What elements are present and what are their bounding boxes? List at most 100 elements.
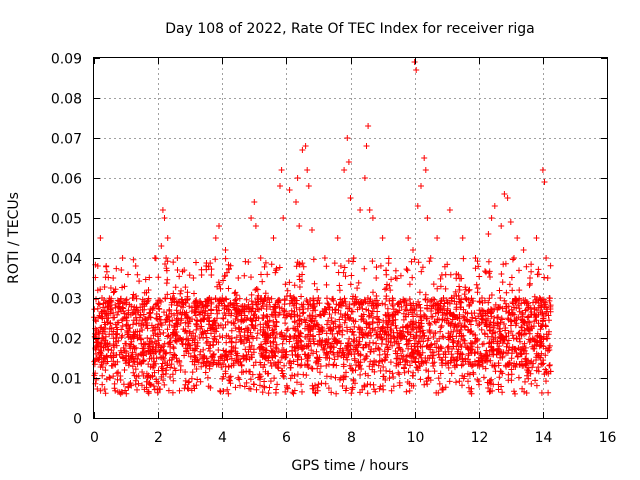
data-point <box>224 269 230 276</box>
data-point <box>111 385 118 392</box>
data-point <box>532 314 539 321</box>
data-point <box>532 377 539 384</box>
data-point <box>320 346 327 353</box>
data-point <box>417 307 424 314</box>
data-point <box>135 380 142 387</box>
data-point <box>469 298 476 304</box>
data-point <box>406 387 413 394</box>
data-point <box>142 276 149 283</box>
data-point <box>365 343 372 350</box>
data-point <box>341 264 348 271</box>
data-point <box>187 342 194 349</box>
data-point <box>196 335 203 341</box>
data-point <box>423 343 430 350</box>
data-point <box>132 366 139 373</box>
data-point <box>235 374 242 381</box>
data-point <box>386 375 393 382</box>
data-point <box>93 376 100 383</box>
data-point <box>453 379 459 386</box>
data-point <box>184 335 191 342</box>
data-point <box>216 333 223 340</box>
data-point <box>416 351 423 358</box>
data-point <box>145 295 152 302</box>
data-point <box>277 331 284 338</box>
data-point <box>487 310 494 317</box>
data-point <box>359 299 366 306</box>
data-point <box>207 348 213 354</box>
data-point <box>483 269 489 276</box>
data-point <box>424 342 431 349</box>
data-point <box>480 308 487 315</box>
data-point <box>502 333 509 340</box>
data-point <box>291 313 298 320</box>
data-point <box>337 311 344 317</box>
data-point <box>468 363 475 370</box>
data-point <box>262 329 268 336</box>
data-point <box>251 381 258 388</box>
data-point <box>167 339 174 345</box>
data-point <box>324 350 331 357</box>
data-point <box>545 344 552 351</box>
data-point <box>139 369 146 375</box>
data-point <box>257 321 264 328</box>
data-point <box>483 347 490 354</box>
data-point <box>110 275 117 281</box>
data-point <box>357 352 364 359</box>
data-point <box>210 359 217 366</box>
data-point <box>365 307 372 314</box>
data-point <box>102 337 109 344</box>
data-point <box>206 363 213 370</box>
data-point <box>149 372 156 379</box>
data-point <box>132 263 139 269</box>
data-point <box>536 354 543 361</box>
data-point <box>171 324 178 331</box>
data-point <box>112 338 119 345</box>
data-point <box>392 275 399 281</box>
data-point <box>257 382 263 389</box>
data-point <box>380 373 387 380</box>
data-point <box>332 306 339 313</box>
data-point <box>275 365 282 372</box>
data-point <box>456 287 463 293</box>
data-point <box>419 264 426 271</box>
data-point <box>536 295 543 301</box>
data-point <box>503 289 510 296</box>
data-point <box>164 326 171 333</box>
data-point <box>266 299 273 306</box>
data-point <box>343 324 350 331</box>
data-point <box>129 363 136 370</box>
data-point <box>299 346 305 353</box>
data-point <box>476 362 483 369</box>
data-point <box>336 302 343 309</box>
data-point <box>487 319 494 326</box>
data-point <box>444 344 451 351</box>
data-point <box>522 362 529 369</box>
data-point <box>214 310 221 317</box>
data-point <box>389 301 396 307</box>
data-point <box>491 362 498 369</box>
data-point <box>377 262 384 269</box>
data-point <box>428 341 435 348</box>
data-point <box>406 337 413 344</box>
data-point <box>101 340 108 346</box>
data-point <box>178 287 184 294</box>
data-point <box>217 388 224 395</box>
data-point <box>430 349 437 356</box>
data-point <box>350 346 357 353</box>
data-point <box>528 309 535 315</box>
data-point <box>444 360 451 367</box>
data-point <box>449 346 455 352</box>
data-point <box>207 325 213 332</box>
data-point <box>378 340 385 347</box>
data-point <box>307 331 313 338</box>
data-point <box>267 339 274 346</box>
data-point <box>512 390 518 397</box>
data-point <box>415 259 422 266</box>
data-point <box>410 247 416 253</box>
x-tick-label: 6 <box>282 430 291 446</box>
data-point <box>498 349 505 355</box>
data-point <box>330 295 336 302</box>
data-point <box>102 274 109 281</box>
data-point <box>233 357 240 364</box>
data-point <box>499 279 506 286</box>
